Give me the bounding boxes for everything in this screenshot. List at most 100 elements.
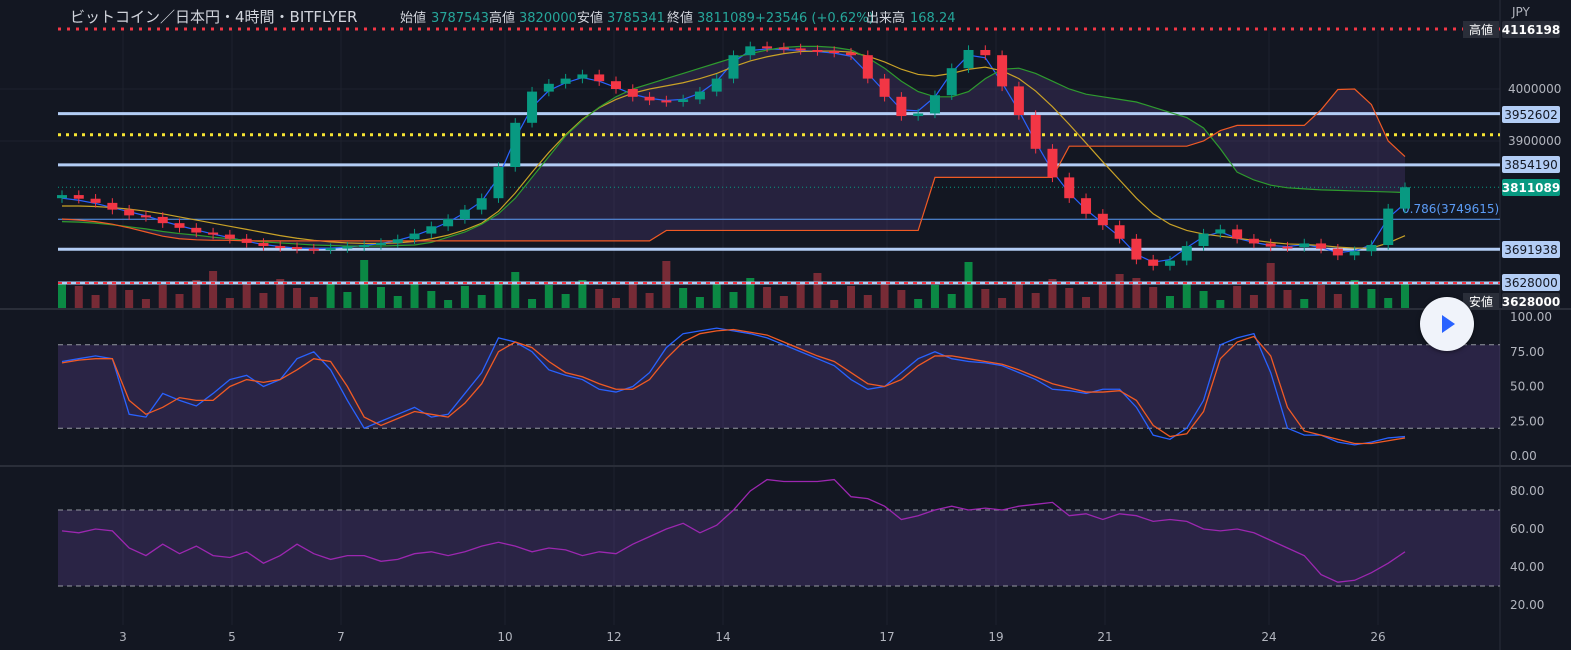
candle-body[interactable]	[711, 78, 722, 92]
candle-body[interactable]	[392, 239, 403, 243]
candle-body[interactable]	[913, 113, 924, 117]
candle-body[interactable]	[1064, 177, 1075, 199]
candle-body[interactable]	[1299, 243, 1310, 248]
candle-body[interactable]	[627, 89, 638, 97]
candle-body[interactable]	[493, 167, 504, 199]
candle-body[interactable]	[275, 246, 286, 249]
candle-body[interactable]	[174, 223, 185, 228]
volume-bar	[930, 285, 939, 308]
candle-body[interactable]	[1316, 243, 1327, 249]
candle-body[interactable]	[795, 48, 806, 51]
candle-body[interactable]	[241, 238, 252, 243]
play-button[interactable]	[1420, 297, 1474, 351]
candle-body[interactable]	[1047, 148, 1058, 178]
candle-body[interactable]	[728, 55, 739, 79]
candle-body[interactable]	[694, 91, 705, 100]
candle-body[interactable]	[862, 55, 873, 79]
candle-body[interactable]	[359, 245, 370, 247]
candle-body[interactable]	[1232, 229, 1243, 239]
volume-bar	[108, 281, 117, 308]
rsi-pane[interactable]	[58, 478, 1500, 587]
candle-body[interactable]	[308, 248, 319, 251]
candle-body[interactable]	[745, 46, 756, 56]
candle-body[interactable]	[375, 242, 386, 245]
candle-body[interactable]	[140, 215, 151, 218]
candle-body[interactable]	[1131, 238, 1142, 260]
candle-body[interactable]	[980, 50, 991, 56]
candle-body[interactable]	[896, 96, 907, 117]
candle-body[interactable]	[610, 81, 621, 89]
volume-bar	[175, 294, 184, 308]
x-tick-label: 26	[1370, 630, 1385, 644]
candle-body[interactable]	[560, 78, 571, 84]
candle-body[interactable]	[1097, 213, 1108, 226]
candle-body[interactable]	[476, 198, 487, 210]
candle-body[interactable]	[1332, 248, 1343, 256]
candle-body[interactable]	[527, 91, 538, 123]
candle-body[interactable]	[342, 246, 353, 249]
candle-body[interactable]	[1349, 251, 1360, 256]
candle-body[interactable]	[191, 227, 202, 233]
candle-body[interactable]	[1215, 229, 1226, 234]
candle-body[interactable]	[510, 122, 521, 167]
candle-body[interactable]	[1383, 208, 1394, 245]
candle-body[interactable]	[946, 68, 957, 96]
candle-body[interactable]	[1248, 238, 1259, 244]
candle-body[interactable]	[644, 96, 655, 101]
candle-body[interactable]	[208, 232, 219, 235]
volume-bar	[863, 295, 872, 308]
candle-body[interactable]	[90, 198, 101, 203]
candle-body[interactable]	[929, 95, 940, 114]
price-pane[interactable]: 0.786(3749615)	[57, 27, 1500, 308]
candle-body[interactable]	[325, 248, 336, 251]
candle-body[interactable]	[107, 202, 118, 210]
candle-body[interactable]	[1181, 246, 1192, 261]
candle-body[interactable]	[157, 216, 168, 224]
label-prefix: 高値	[1469, 22, 1493, 37]
candle-body[interactable]	[543, 83, 554, 92]
candle-body[interactable]	[846, 52, 857, 56]
candle-body[interactable]	[258, 242, 269, 247]
volume-bar	[528, 299, 537, 308]
candle-body[interactable]	[762, 46, 773, 49]
candle-body[interactable]	[73, 195, 84, 199]
candle-body[interactable]	[1265, 243, 1276, 247]
candle-body[interactable]	[1400, 187, 1410, 209]
candle-body[interactable]	[778, 47, 789, 50]
candle-body[interactable]	[1081, 198, 1092, 214]
candle-body[interactable]	[409, 233, 420, 240]
candle-body[interactable]	[1148, 259, 1159, 266]
candle-body[interactable]	[1366, 245, 1377, 252]
stochastic-pane[interactable]	[58, 327, 1500, 446]
candle-body[interactable]	[678, 99, 689, 102]
candle-body[interactable]	[224, 234, 235, 239]
candle-body[interactable]	[1198, 233, 1209, 247]
candle-body[interactable]	[829, 51, 840, 54]
candle-body[interactable]	[1030, 115, 1041, 149]
volume-bar	[1384, 298, 1393, 308]
candle-body[interactable]	[459, 209, 470, 219]
candle-body[interactable]	[963, 50, 974, 69]
volume-bar	[628, 284, 637, 308]
candle-body[interactable]	[594, 74, 605, 82]
candle-body[interactable]	[577, 74, 588, 79]
candle-body[interactable]	[997, 55, 1008, 87]
candle-body[interactable]	[292, 247, 303, 250]
candle-body[interactable]	[1164, 260, 1175, 266]
volume-bar	[947, 294, 956, 308]
candle-body[interactable]	[661, 100, 672, 103]
candle-body[interactable]	[57, 195, 67, 199]
volume-bar	[427, 291, 436, 308]
candle-body[interactable]	[443, 219, 454, 227]
candle-body[interactable]	[812, 50, 823, 52]
candle-body[interactable]	[426, 226, 437, 234]
candle-body[interactable]	[124, 209, 135, 216]
rsi-tick-label: 20.00	[1510, 598, 1544, 612]
candle-body[interactable]	[1013, 86, 1024, 115]
candle-body[interactable]	[1282, 246, 1293, 249]
candle-body[interactable]	[1114, 225, 1125, 239]
play-icon	[1442, 315, 1455, 333]
candle-body[interactable]	[879, 78, 890, 97]
